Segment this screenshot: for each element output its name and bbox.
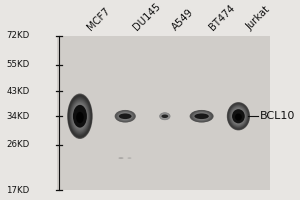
- Ellipse shape: [194, 113, 209, 119]
- Text: 55KD: 55KD: [6, 60, 30, 69]
- Ellipse shape: [116, 111, 134, 122]
- Ellipse shape: [160, 113, 169, 119]
- Text: BT474: BT474: [207, 3, 237, 32]
- Ellipse shape: [118, 112, 133, 121]
- Ellipse shape: [120, 113, 130, 119]
- Ellipse shape: [196, 113, 208, 119]
- Ellipse shape: [190, 110, 214, 123]
- Ellipse shape: [69, 96, 91, 136]
- Ellipse shape: [159, 112, 170, 120]
- Ellipse shape: [228, 104, 249, 129]
- Ellipse shape: [191, 111, 212, 122]
- Ellipse shape: [117, 112, 133, 121]
- Ellipse shape: [68, 95, 92, 138]
- Ellipse shape: [73, 104, 87, 129]
- Text: DU145: DU145: [131, 1, 162, 32]
- Ellipse shape: [69, 97, 91, 136]
- Text: Jurkat: Jurkat: [244, 5, 272, 32]
- Ellipse shape: [117, 111, 134, 121]
- Ellipse shape: [72, 103, 88, 130]
- Ellipse shape: [119, 113, 132, 119]
- Ellipse shape: [231, 107, 246, 126]
- Ellipse shape: [232, 108, 245, 124]
- Ellipse shape: [227, 102, 250, 130]
- Ellipse shape: [161, 113, 169, 119]
- Ellipse shape: [118, 112, 132, 120]
- Ellipse shape: [68, 94, 92, 138]
- Ellipse shape: [227, 102, 250, 130]
- Ellipse shape: [121, 113, 130, 119]
- Text: A549: A549: [170, 7, 196, 32]
- Ellipse shape: [71, 100, 89, 133]
- Ellipse shape: [160, 113, 170, 120]
- Ellipse shape: [230, 106, 247, 127]
- Ellipse shape: [161, 114, 169, 119]
- Ellipse shape: [118, 157, 124, 159]
- Ellipse shape: [193, 112, 210, 121]
- Ellipse shape: [74, 105, 86, 128]
- Ellipse shape: [195, 113, 208, 120]
- Ellipse shape: [231, 107, 246, 125]
- Ellipse shape: [70, 98, 90, 135]
- Ellipse shape: [228, 103, 249, 129]
- Ellipse shape: [73, 105, 87, 128]
- Ellipse shape: [229, 105, 248, 128]
- Text: 43KD: 43KD: [6, 87, 30, 96]
- Text: 17KD: 17KD: [6, 186, 30, 195]
- Ellipse shape: [71, 100, 89, 132]
- Ellipse shape: [160, 113, 170, 120]
- Ellipse shape: [70, 98, 90, 134]
- Ellipse shape: [115, 110, 136, 123]
- Ellipse shape: [162, 114, 168, 118]
- Ellipse shape: [119, 113, 131, 120]
- Ellipse shape: [73, 103, 87, 129]
- Ellipse shape: [67, 93, 93, 139]
- Ellipse shape: [71, 101, 88, 131]
- Text: 26KD: 26KD: [6, 140, 30, 149]
- Ellipse shape: [192, 111, 211, 121]
- Ellipse shape: [70, 99, 90, 133]
- Ellipse shape: [115, 110, 135, 122]
- Ellipse shape: [232, 109, 244, 123]
- Ellipse shape: [190, 110, 213, 122]
- Ellipse shape: [196, 113, 207, 119]
- Ellipse shape: [119, 112, 132, 120]
- Ellipse shape: [232, 109, 245, 123]
- Ellipse shape: [76, 112, 84, 123]
- Ellipse shape: [190, 110, 213, 122]
- Ellipse shape: [161, 114, 168, 119]
- Text: 34KD: 34KD: [6, 112, 30, 121]
- Ellipse shape: [128, 157, 131, 159]
- Ellipse shape: [235, 113, 242, 121]
- Ellipse shape: [161, 114, 168, 118]
- Ellipse shape: [160, 113, 170, 120]
- Text: 72KD: 72KD: [6, 31, 30, 40]
- Ellipse shape: [162, 114, 168, 118]
- Ellipse shape: [116, 110, 135, 122]
- Bar: [57, 36, 269, 190]
- Ellipse shape: [230, 106, 247, 126]
- Ellipse shape: [194, 112, 209, 120]
- Ellipse shape: [120, 113, 131, 120]
- Ellipse shape: [229, 105, 248, 127]
- Ellipse shape: [231, 108, 245, 125]
- Ellipse shape: [194, 112, 209, 120]
- Text: BCL10: BCL10: [260, 111, 295, 121]
- Ellipse shape: [229, 104, 248, 128]
- Ellipse shape: [193, 112, 211, 121]
- Ellipse shape: [116, 111, 134, 121]
- Ellipse shape: [227, 103, 249, 130]
- Ellipse shape: [232, 109, 245, 124]
- Ellipse shape: [230, 106, 247, 127]
- Ellipse shape: [195, 113, 208, 120]
- Ellipse shape: [192, 111, 212, 121]
- Text: MCF7: MCF7: [85, 6, 112, 32]
- Ellipse shape: [68, 96, 92, 137]
- Ellipse shape: [159, 112, 170, 120]
- Ellipse shape: [162, 114, 168, 118]
- Ellipse shape: [162, 115, 167, 118]
- Ellipse shape: [160, 113, 169, 119]
- Ellipse shape: [72, 102, 88, 131]
